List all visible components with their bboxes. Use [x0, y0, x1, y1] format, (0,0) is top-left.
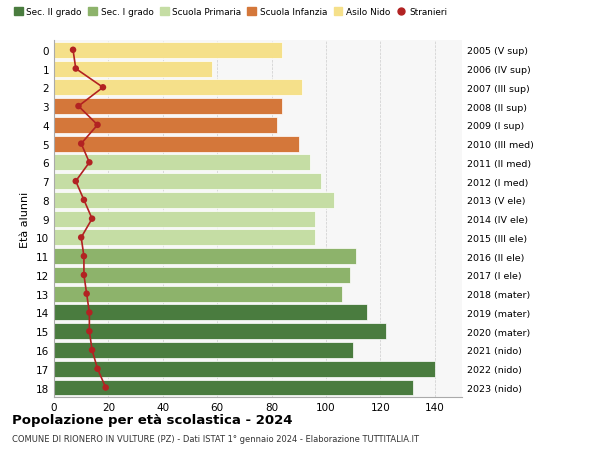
- Point: [71, 66, 80, 73]
- Point: [82, 291, 91, 298]
- Point: [76, 140, 86, 148]
- Point: [68, 47, 78, 54]
- Bar: [54, 80, 302, 96]
- Point: [93, 122, 103, 129]
- Y-axis label: Età alunni: Età alunni: [20, 191, 31, 247]
- Point: [71, 178, 80, 185]
- Point: [87, 347, 97, 354]
- Bar: [54, 192, 334, 208]
- Bar: [54, 305, 367, 321]
- Bar: [54, 118, 277, 134]
- Bar: [54, 249, 356, 264]
- Bar: [54, 136, 299, 152]
- Point: [85, 328, 94, 335]
- Text: COMUNE DI RIONERO IN VULTURE (PZ) - Dati ISTAT 1° gennaio 2024 - Elaborazione TU: COMUNE DI RIONERO IN VULTURE (PZ) - Dati…: [12, 434, 419, 443]
- Point: [76, 234, 86, 241]
- Point: [79, 197, 89, 204]
- Bar: [54, 380, 413, 396]
- Bar: [54, 286, 343, 302]
- Text: Popolazione per età scolastica - 2024: Popolazione per età scolastica - 2024: [12, 413, 293, 426]
- Bar: [54, 62, 212, 78]
- Point: [101, 384, 110, 392]
- Bar: [54, 155, 310, 171]
- Point: [93, 365, 103, 373]
- Bar: [54, 230, 315, 246]
- Bar: [54, 324, 386, 340]
- Bar: [54, 268, 350, 283]
- Point: [98, 84, 108, 92]
- Bar: [54, 342, 353, 358]
- Point: [85, 309, 94, 316]
- Bar: [54, 43, 283, 59]
- Bar: [54, 99, 283, 115]
- Point: [85, 159, 94, 167]
- Bar: [54, 211, 315, 227]
- Legend: Sec. II grado, Sec. I grado, Scuola Primaria, Scuola Infanzia, Asilo Nido, Stran: Sec. II grado, Sec. I grado, Scuola Prim…: [10, 5, 451, 21]
- Point: [74, 103, 83, 111]
- Point: [79, 272, 89, 279]
- Bar: [54, 174, 320, 190]
- Point: [87, 215, 97, 223]
- Point: [79, 253, 89, 260]
- Bar: [54, 361, 435, 377]
